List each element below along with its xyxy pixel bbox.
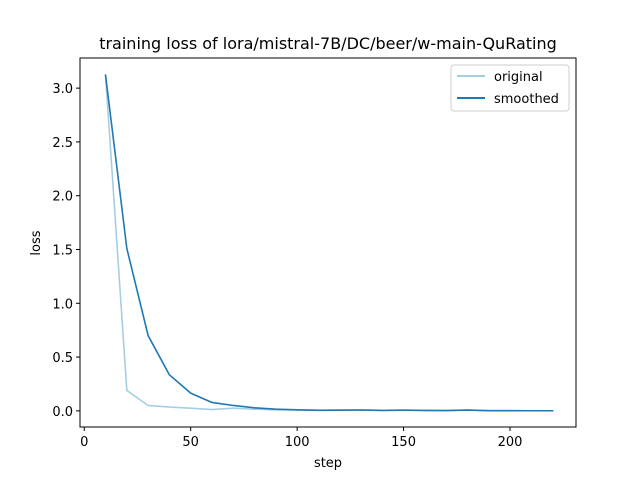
x-tick-label: 50 xyxy=(182,435,199,450)
y-tick-label: 1.5 xyxy=(52,243,73,258)
legend-label-original: original xyxy=(494,70,543,85)
y-tick-label: 3.0 xyxy=(52,82,73,97)
x-axis: 0 50 100 150 200 xyxy=(80,427,522,450)
y-tick-label: 1.0 xyxy=(52,297,73,312)
series-line-original xyxy=(104,74,554,412)
y-tick-label: 0.0 xyxy=(52,405,73,420)
x-tick-label: 100 xyxy=(285,435,310,450)
series-line-smoothed xyxy=(104,74,554,412)
y-tick-label: 0.5 xyxy=(52,351,73,366)
x-tick-label: 150 xyxy=(391,435,416,450)
y-axis-label: loss xyxy=(29,230,44,255)
x-tick-label: 0 xyxy=(80,435,88,450)
plot-area xyxy=(79,57,577,428)
chart-title: training loss of lora/mistral-7B/DC/beer… xyxy=(99,34,557,53)
plot-frame xyxy=(79,57,577,428)
legend-label-smoothed: smoothed xyxy=(494,92,559,107)
y-tick-label: 2.0 xyxy=(52,190,73,205)
y-axis: 0.0 0.5 1.0 1.5 2.0 2.5 3.0 xyxy=(52,82,80,420)
y-tick-label: 2.5 xyxy=(52,136,73,151)
series-layer xyxy=(104,74,554,412)
x-axis-label: step xyxy=(314,456,342,471)
x-tick-label: 200 xyxy=(498,435,523,450)
legend: original smoothed xyxy=(450,64,570,112)
